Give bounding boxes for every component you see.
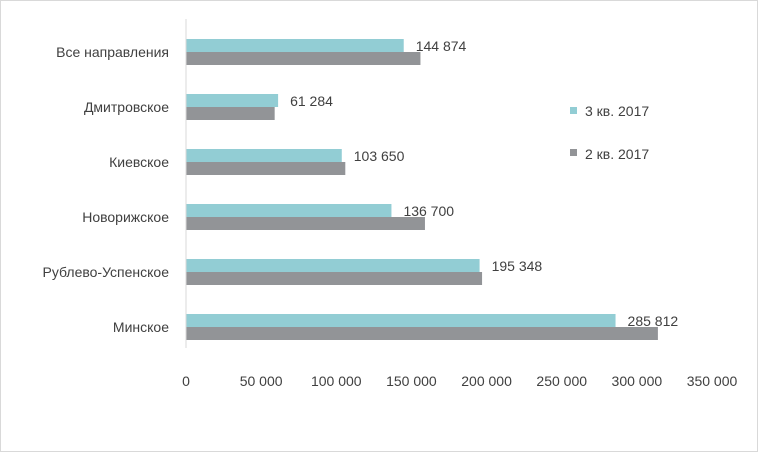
legend-label-q3: 3 кв. 2017 bbox=[585, 103, 649, 119]
category-label: Дмитровское bbox=[84, 99, 169, 115]
category-label: Все направления bbox=[56, 44, 169, 60]
x-tick-label: 250 000 bbox=[536, 373, 587, 389]
category-label: Рублево-Успенское bbox=[43, 264, 170, 280]
bar-q2-5 bbox=[186, 327, 658, 340]
legend-label-q2: 2 кв. 2017 bbox=[585, 146, 649, 162]
data-label: 195 348 bbox=[492, 258, 543, 274]
bar-q3-2 bbox=[186, 149, 342, 162]
category-label: Киевское bbox=[109, 154, 169, 170]
bar-q3-4 bbox=[186, 259, 480, 272]
bar-q3-3 bbox=[186, 204, 392, 217]
category-label: Минское bbox=[113, 319, 169, 335]
data-label: 136 700 bbox=[403, 203, 454, 219]
category-label: Новорижское bbox=[82, 209, 169, 225]
bars-layer bbox=[186, 39, 658, 340]
x-tick-label: 200 000 bbox=[461, 373, 512, 389]
data-labels: 144 874 61 284 103 650 136 700 195 348 285 81… bbox=[290, 38, 678, 329]
bar-q2-1 bbox=[186, 107, 275, 120]
x-tick-label: 50 000 bbox=[240, 373, 283, 389]
x-tick-labels: 0 50 000 100 000 150 000 200 000 250 000 300 0… bbox=[182, 373, 737, 389]
bar-q3-0 bbox=[186, 39, 404, 52]
data-label: 61 284 bbox=[290, 93, 333, 109]
x-tick-label: 350 000 bbox=[687, 373, 738, 389]
legend-swatch-q3 bbox=[570, 107, 577, 114]
data-label: 285 812 bbox=[628, 313, 679, 329]
legend-swatch-q2 bbox=[570, 149, 577, 156]
bar-q2-4 bbox=[186, 272, 483, 285]
data-label: 103 650 bbox=[354, 148, 405, 164]
bar-q2-3 bbox=[186, 217, 425, 230]
bar-q2-0 bbox=[186, 52, 421, 65]
x-tick-label: 0 bbox=[182, 373, 190, 389]
x-tick-label: 300 000 bbox=[612, 373, 663, 389]
data-label: 144 874 bbox=[416, 38, 467, 54]
legend: 3 кв. 2017 2 кв. 2017 bbox=[570, 103, 649, 162]
bar-q3-1 bbox=[186, 94, 279, 107]
x-tick-label: 150 000 bbox=[386, 373, 437, 389]
bar-q2-2 bbox=[186, 162, 346, 175]
category-labels: Все направления Дмитровское Киевское Новори… bbox=[43, 44, 170, 335]
x-tick-label: 100 000 bbox=[311, 373, 362, 389]
bar-q3-5 bbox=[186, 314, 616, 327]
